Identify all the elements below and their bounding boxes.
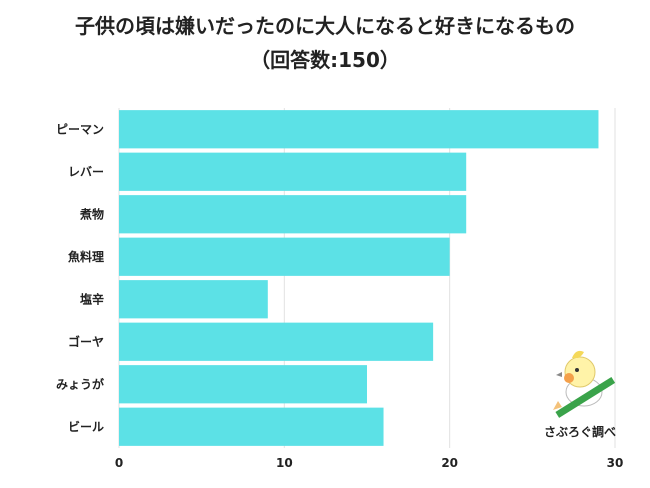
chart-subtitle: （回答数:150）	[250, 48, 400, 72]
bar	[119, 195, 467, 234]
chart-title: 子供の頃は嫌いだったのに大人になると好きになるもの	[75, 14, 575, 38]
bird-icon	[556, 350, 603, 407]
bar	[119, 110, 599, 149]
bar	[119, 322, 434, 361]
category-label: ビール	[68, 419, 104, 434]
brand-label: さぶろぐ調べ	[544, 424, 616, 439]
bar	[119, 152, 467, 191]
x-tick-label: 20	[441, 456, 458, 470]
x-tick-labels: 0 10 20 30	[115, 456, 624, 470]
category-label: 魚料理	[68, 249, 104, 264]
category-label: 煮物	[79, 206, 104, 221]
category-label: 塩辛	[80, 291, 104, 306]
category-label: みょうが	[56, 376, 104, 391]
category-label: レバー	[68, 165, 104, 179]
bar	[119, 280, 268, 319]
x-tick-label: 10	[276, 456, 293, 470]
pencil-icon	[553, 376, 616, 418]
bars	[119, 110, 599, 446]
mascot-logo: さぶろぐ調べ	[544, 350, 616, 439]
bar	[119, 365, 367, 404]
bar	[119, 407, 384, 446]
bar	[119, 237, 450, 276]
category-label: ゴーヤ	[68, 334, 104, 349]
x-tick-label: 30	[607, 456, 624, 470]
category-label: ピーマン	[56, 122, 104, 136]
x-tick-label: 0	[115, 456, 123, 470]
